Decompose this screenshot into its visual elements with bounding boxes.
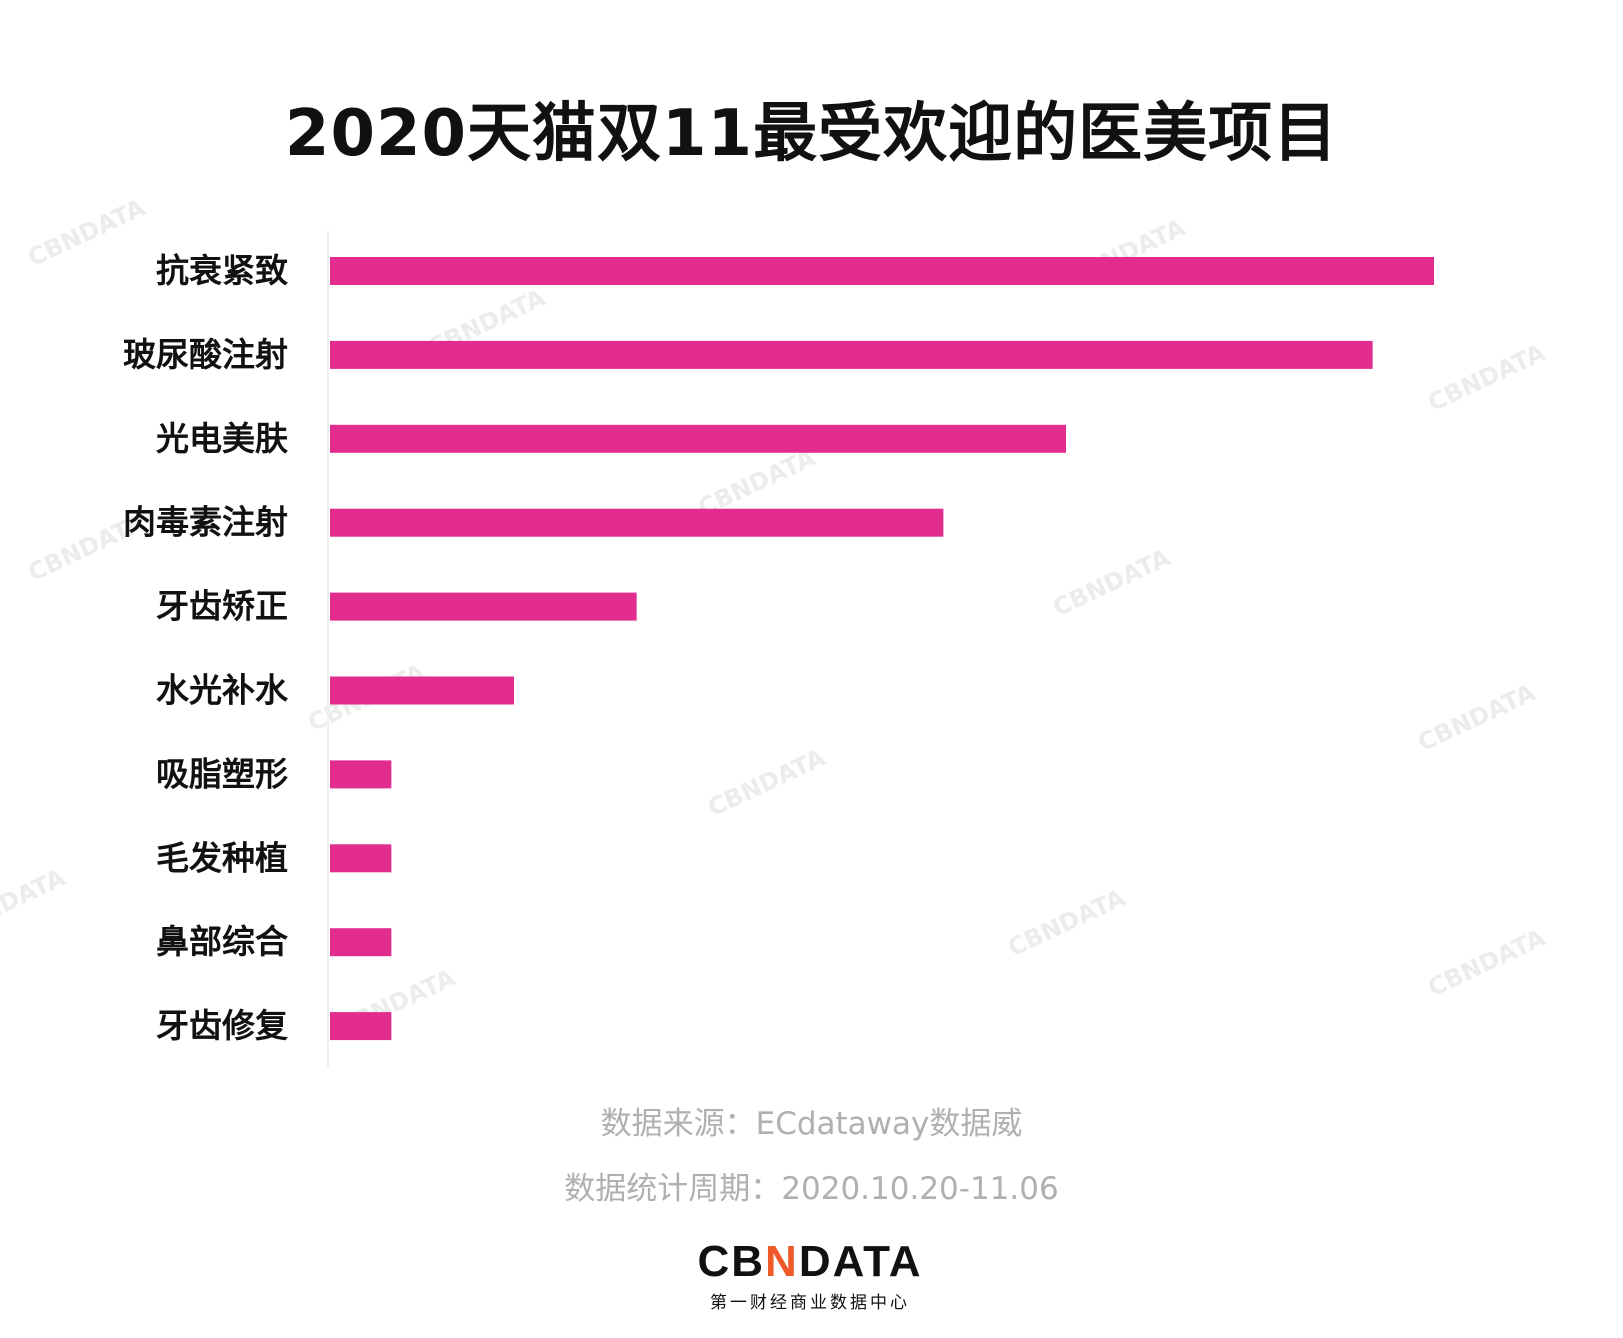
- category-label: 光电美肤: [156, 419, 289, 458]
- bar: [330, 676, 514, 705]
- bar: [330, 844, 392, 873]
- bar: [330, 928, 392, 957]
- category-label: 牙齿矫正: [156, 587, 288, 626]
- watermark: CBNDATA: [1049, 543, 1175, 622]
- bar: [330, 257, 1434, 285]
- bar: [330, 340, 1373, 369]
- bar: [330, 1012, 392, 1041]
- category-label: 水光补水: [156, 671, 289, 710]
- watermark: CBNDATA: [0, 863, 70, 942]
- category-label: 吸脂塑形: [156, 754, 288, 793]
- category-label: 玻尿酸注射: [123, 335, 288, 374]
- category-label: 肉毒素注射: [123, 503, 288, 542]
- watermark: CBNDATA: [1004, 883, 1130, 962]
- category-label: 抗衰紧致: [156, 251, 288, 290]
- bar: [330, 592, 637, 621]
- category-label: 毛发种植: [156, 838, 288, 877]
- bar: [330, 760, 392, 789]
- watermark: CBNDATA: [1424, 923, 1550, 1002]
- cbndata-logo: CBNDATA 第一财经商业数据中心: [697, 1237, 923, 1314]
- source-note: 数据来源：ECdataway数据威: [600, 1106, 1023, 1142]
- bar: [330, 508, 944, 537]
- bar: [330, 424, 1066, 453]
- category-label: 牙齿修复: [156, 1006, 288, 1045]
- watermark: CBNDATA: [1414, 678, 1540, 757]
- chart-title: 2020天猫双11最受欢迎的医美项目: [284, 97, 1339, 171]
- watermark: CBNDATA: [1424, 338, 1550, 417]
- period-note: 数据统计周期：2020.10.20-11.06: [564, 1171, 1059, 1207]
- watermark: CBNDATA: [704, 743, 830, 822]
- category-label: 鼻部综合: [156, 922, 288, 961]
- watermark: CBNDATA: [24, 193, 150, 272]
